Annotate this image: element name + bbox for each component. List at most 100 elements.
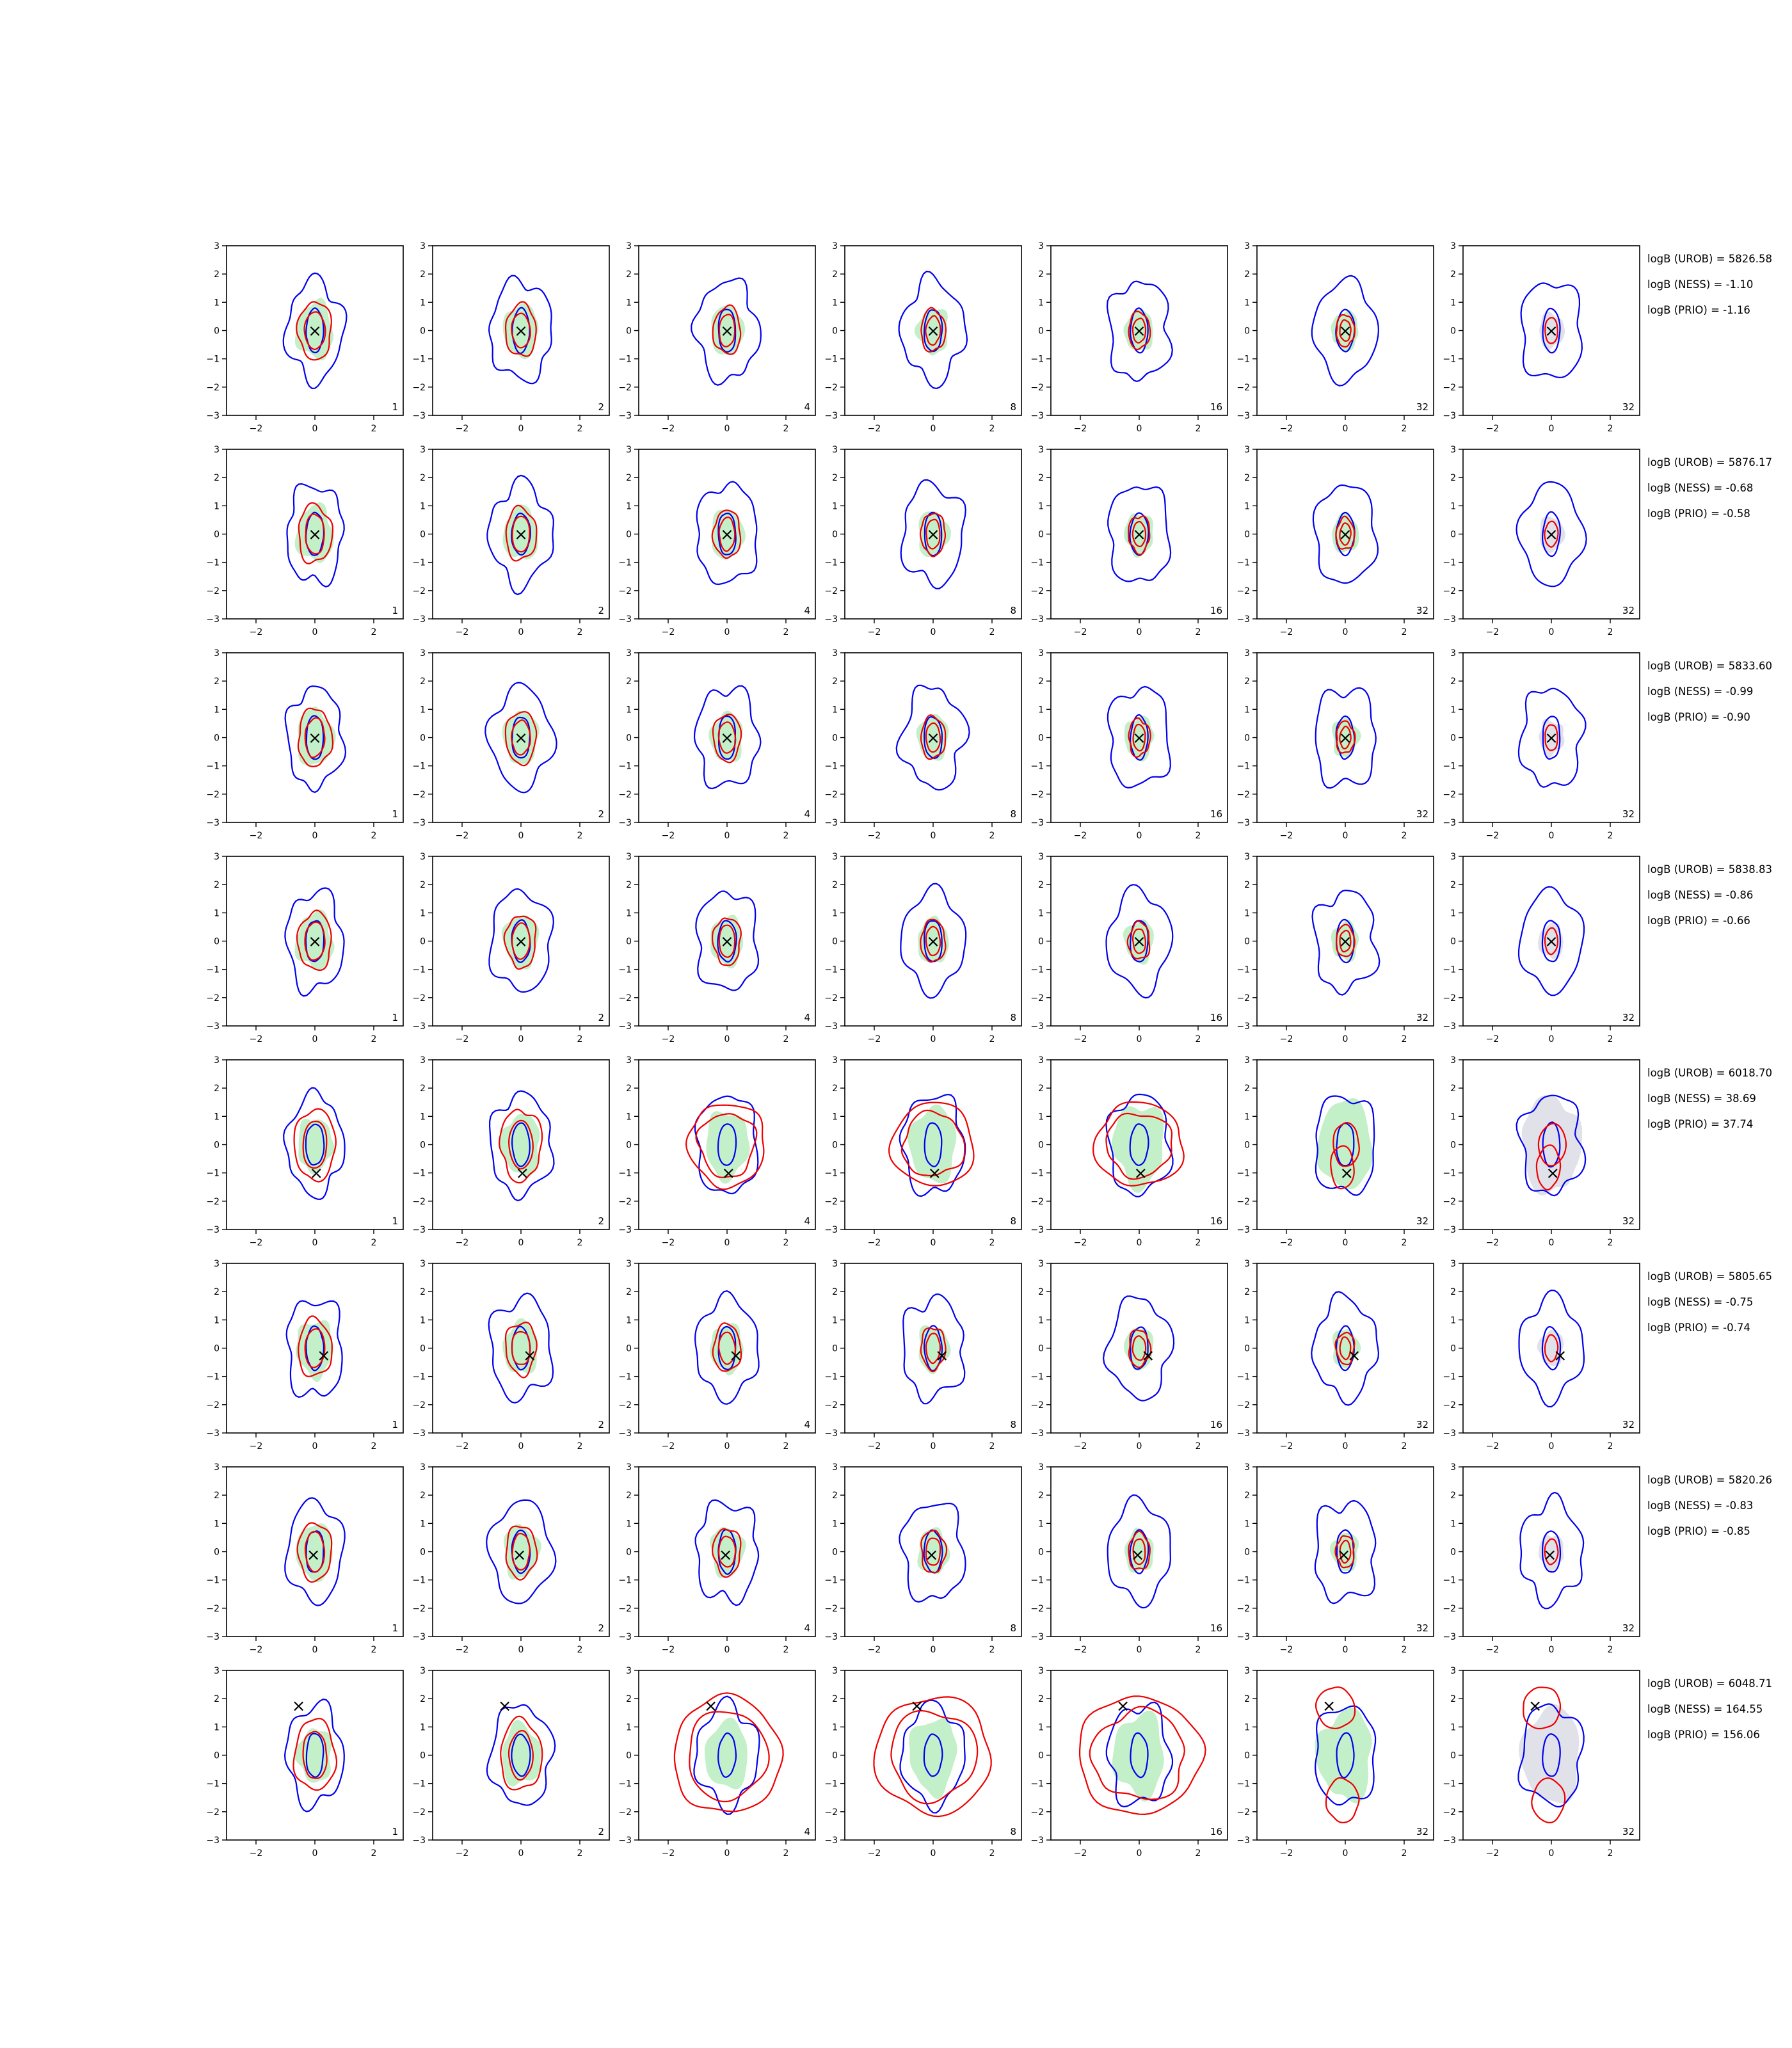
red-contour-outer: [298, 502, 333, 564]
y-tick-label: 3: [1244, 1462, 1250, 1473]
y-tick-label: 1: [832, 908, 838, 918]
y-tick-label: 3: [1038, 1666, 1044, 1676]
subplot-r6-c1: × −2 0 2 −3 −2 −1 0 1 2 3 1: [206, 1259, 404, 1452]
subplot-r6-c2: × −2 0 2 −3 −2 −1 0 1 2 3 2: [412, 1259, 610, 1452]
y-tick-label: −2: [618, 383, 632, 393]
y-tick-label: 1: [1038, 1519, 1044, 1529]
y-tick-label: −1: [618, 1576, 632, 1586]
y-tick-label: 0: [420, 1344, 426, 1354]
y-tick-label: −3: [1443, 1225, 1456, 1235]
red-contour-outer: [1128, 717, 1151, 758]
blue-contour-inner: [923, 1529, 943, 1574]
y-tick-label: −2: [1443, 1604, 1456, 1614]
red-contour-inner: [925, 315, 941, 346]
blue-contour-outer: [1107, 1494, 1171, 1609]
blue-contour-outer: [1102, 1295, 1175, 1402]
panel-corner-label: 32: [1622, 1215, 1635, 1227]
panel-corner-label: 16: [1210, 1622, 1222, 1634]
panel-corner-label: 8: [1010, 1622, 1016, 1634]
y-tick-label: −3: [412, 818, 426, 828]
red-contour-outer: [500, 1715, 543, 1791]
red-contour-inner: [718, 314, 736, 348]
y-tick-label: 1: [1244, 908, 1250, 918]
y-tick-label: 1: [626, 908, 632, 918]
panel-corner-label: 2: [598, 808, 604, 820]
subplot-r7-c7: × −2 0 2 −3 −2 −1 0 1 2 3 32: [1443, 1462, 1640, 1655]
y-tick-label: 3: [626, 648, 632, 659]
y-tick-label: 2: [626, 1491, 632, 1501]
truth-marker: ×: [308, 322, 322, 341]
x-tick-label: 2: [1608, 831, 1613, 841]
red-contour-outer: [505, 301, 537, 357]
y-tick-label: 1: [214, 705, 220, 715]
truth-marker: ×: [720, 322, 734, 341]
y-tick-label: −2: [206, 993, 220, 1004]
y-tick-label: −2: [1236, 1197, 1250, 1207]
x-tick-label: 2: [783, 627, 789, 637]
y-tick-label: 2: [214, 676, 220, 687]
x-tick-label: 0: [1343, 831, 1348, 841]
x-tick-label: −2: [662, 627, 675, 637]
x-tick-label: 2: [989, 1238, 995, 1248]
y-tick-label: 1: [1450, 298, 1456, 308]
x-tick-label: 0: [724, 1645, 730, 1655]
x-tick-label: 2: [1402, 831, 1407, 841]
y-tick-label: 2: [214, 1287, 220, 1297]
row-stats-r3: logB (UROB) = 5833.60 logB (NESS) = -0.99…: [1647, 660, 1772, 723]
y-tick-label: 2: [1450, 676, 1456, 687]
y-tick-label: −1: [618, 1779, 632, 1789]
subplot-r5-c5: × −2 0 2 −3 −2 −1 0 1 2 3 16: [1030, 1055, 1228, 1248]
y-tick-label: 0: [626, 1548, 632, 1558]
blue-contour-inner: [1130, 1326, 1149, 1370]
red-contour-outer: [711, 509, 742, 559]
y-tick-label: −2: [618, 1604, 632, 1614]
blue-contour-inner: [1129, 1123, 1149, 1166]
blue-contour-inner: [305, 1732, 324, 1778]
x-tick-label: 0: [518, 831, 524, 841]
density-fill: [1539, 1534, 1564, 1571]
red-contour-outer: [920, 1327, 947, 1373]
truth-marker: ×: [1544, 525, 1558, 545]
panel-corner-label: 1: [392, 1419, 398, 1430]
density-fill: [294, 502, 334, 563]
subplot-r1-c2: × −2 0 2 −3 −2 −1 0 1 2 3 2: [412, 241, 610, 434]
y-tick-label: 3: [420, 1055, 426, 1066]
blue-contour-outer: [488, 1292, 554, 1404]
blue-contour-outer: [1311, 1291, 1380, 1406]
subplot-r4-c4: × −2 0 2 −3 −2 −1 0 1 2 3 8: [824, 852, 1022, 1044]
x-tick-label: 0: [312, 831, 318, 841]
truth-marker: ×: [1553, 1347, 1567, 1366]
red-contour-inner: [925, 925, 941, 957]
red-contour-inner: [511, 922, 531, 960]
y-tick-label: 2: [626, 676, 632, 687]
x-tick-label: 2: [1402, 1238, 1407, 1248]
y-tick-label: −2: [206, 586, 220, 596]
truth-marker: ×: [926, 525, 940, 545]
subplot-r2-c2: × −2 0 2 −3 −2 −1 0 1 2 3 2: [412, 445, 610, 637]
panel-corner-label: 32: [1416, 1012, 1428, 1023]
red-contour: [1330, 1145, 1355, 1190]
y-tick-label: 0: [832, 1140, 838, 1151]
blue-contour-outer: [691, 277, 762, 386]
red-contour-inner: [695, 1113, 758, 1178]
x-tick-label: −2: [1280, 1848, 1293, 1859]
subplot-r4-c1: × −2 0 2 −3 −2 −1 0 1 2 3 1: [206, 852, 404, 1044]
x-tick-label: 2: [577, 831, 583, 841]
x-tick-label: 2: [1608, 1645, 1613, 1655]
y-tick-label: −1: [824, 558, 838, 568]
y-tick-label: −3: [206, 818, 220, 828]
x-tick-label: −2: [250, 1645, 263, 1655]
y-tick-label: 1: [1244, 1519, 1250, 1529]
y-tick-label: −2: [206, 1807, 220, 1818]
y-tick-label: 0: [832, 733, 838, 744]
y-tick-label: 0: [420, 530, 426, 540]
blue-contour-outer: [1516, 481, 1587, 588]
red-contour-inner: [304, 1328, 326, 1368]
y-tick-label: −2: [206, 1400, 220, 1411]
y-tick-label: 1: [832, 1315, 838, 1325]
y-tick-label: −3: [1030, 1632, 1044, 1642]
subplot-r3-c1: × −2 0 2 −3 −2 −1 0 1 2 3 1: [206, 648, 404, 841]
x-tick-label: 2: [1402, 1034, 1407, 1044]
y-tick-label: 0: [832, 1751, 838, 1761]
x-tick-label: 0: [312, 1034, 318, 1044]
